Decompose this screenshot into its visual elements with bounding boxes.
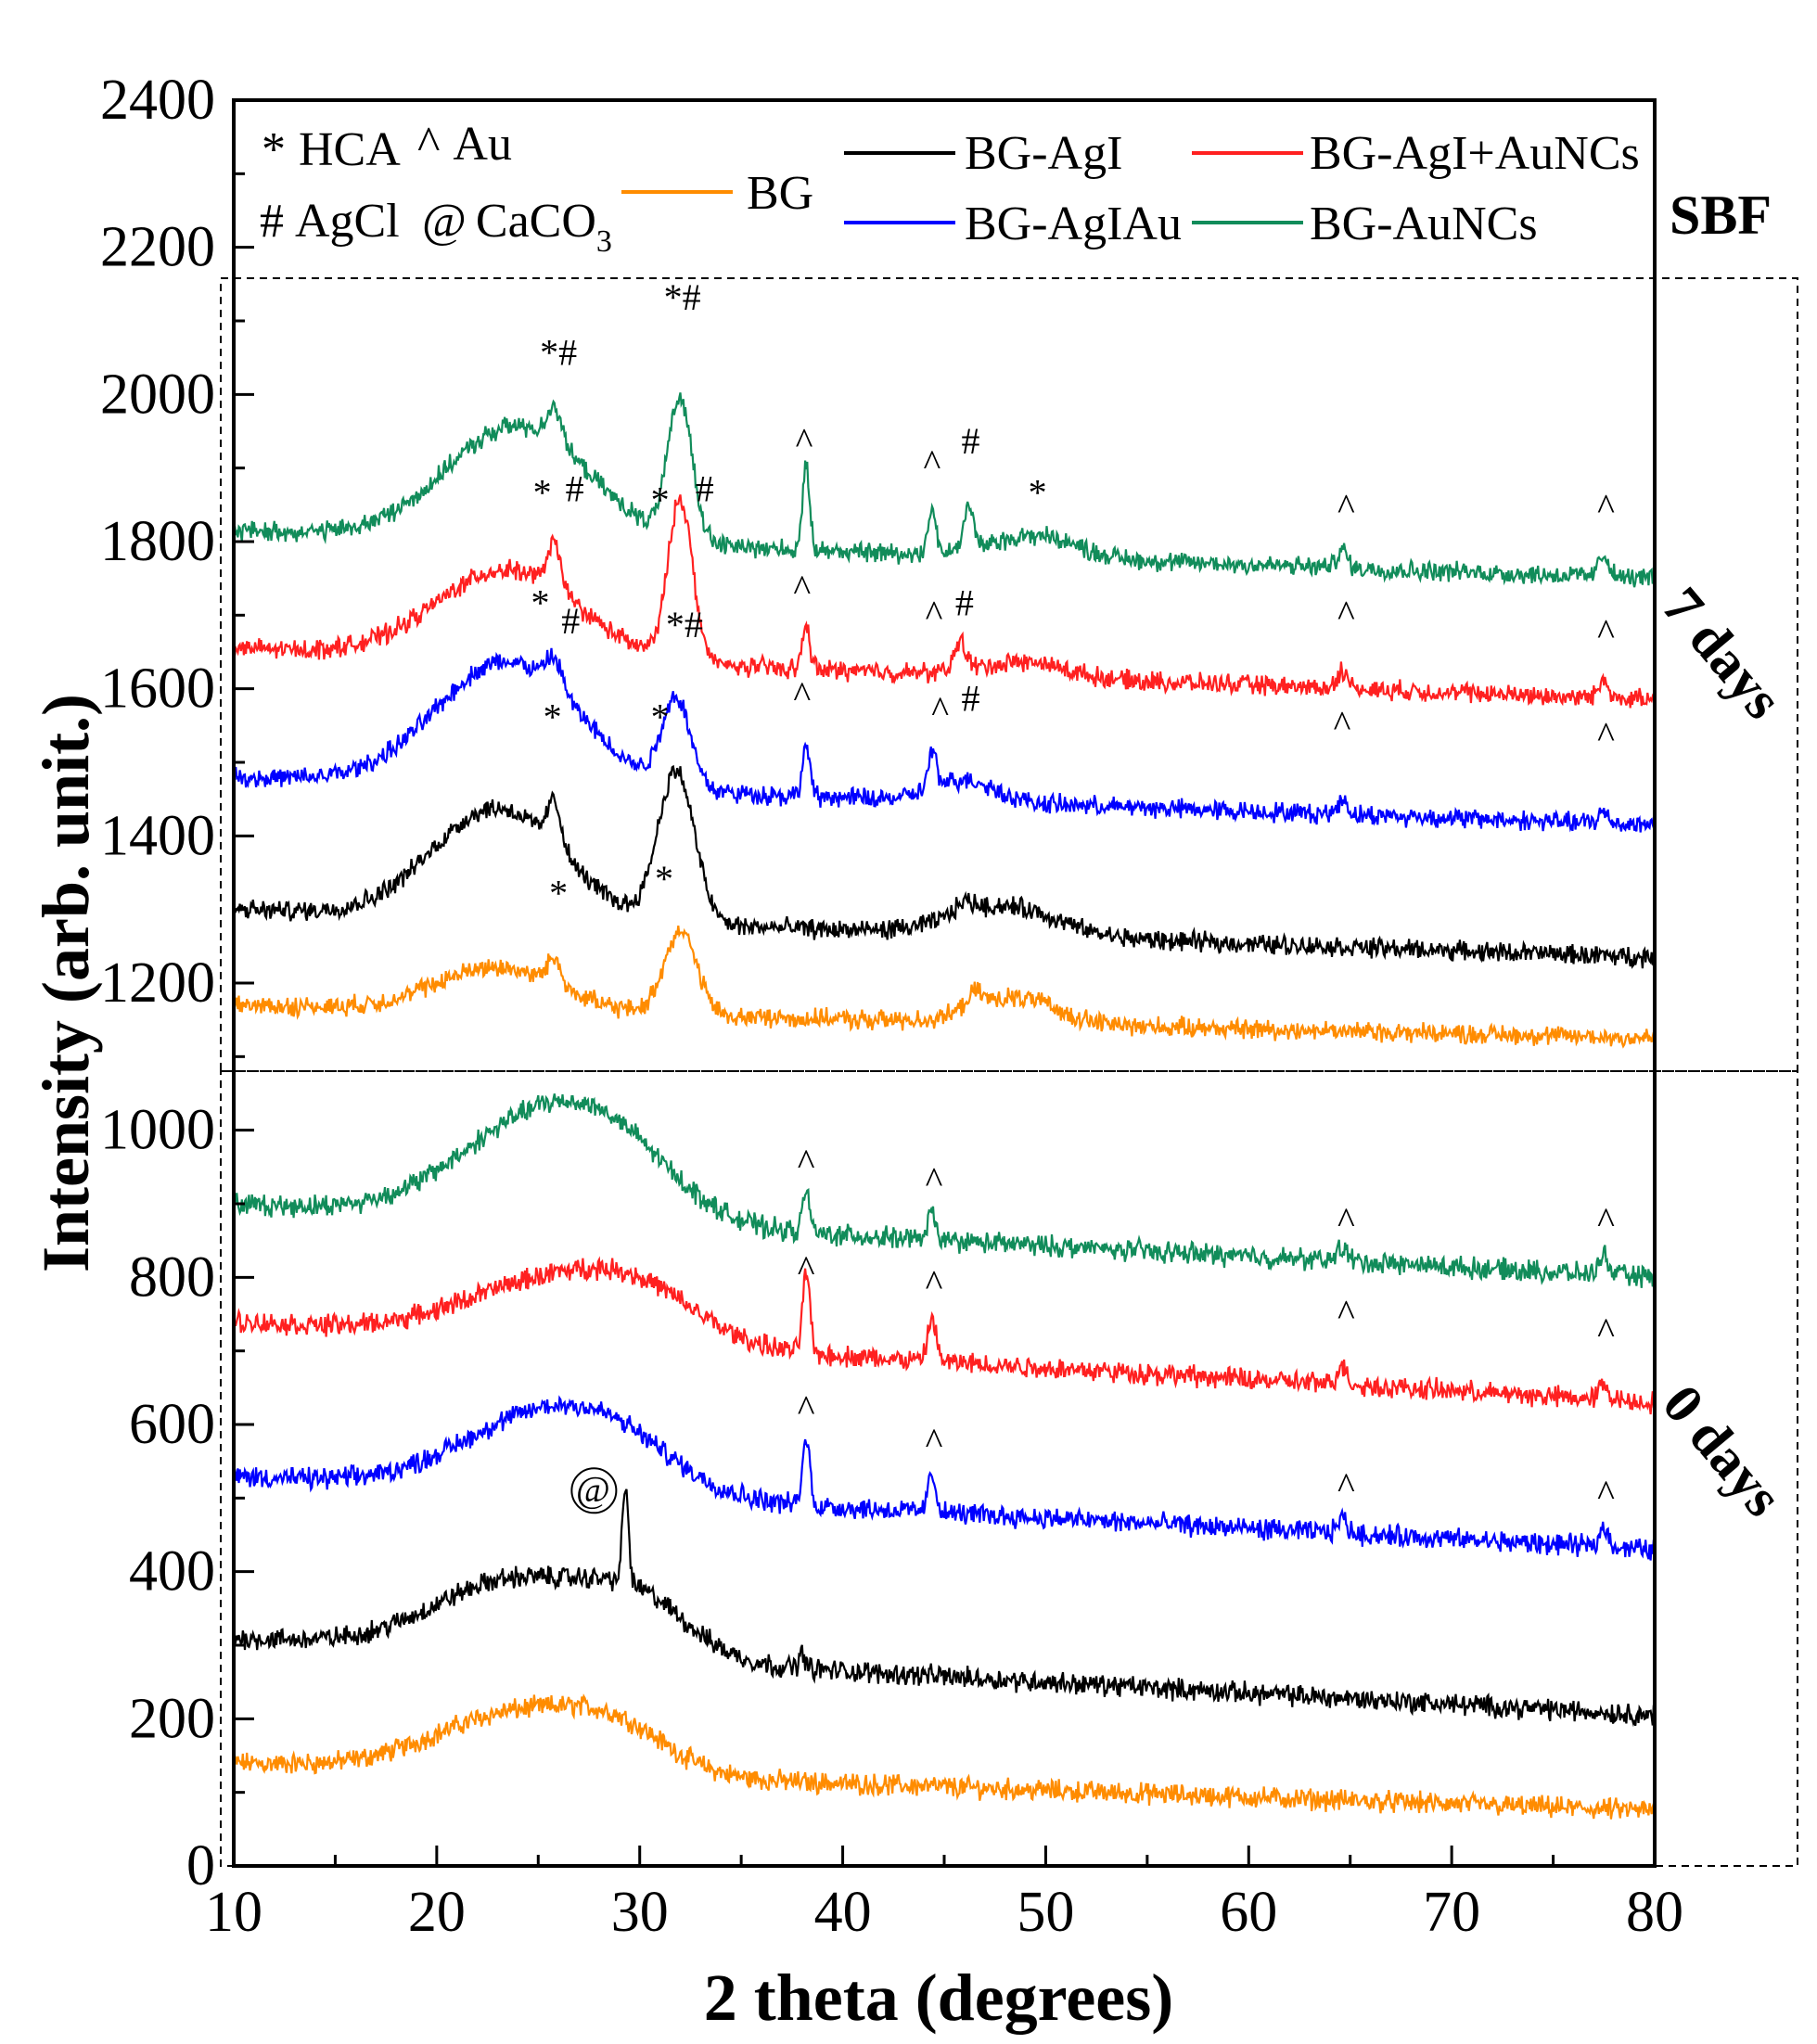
legend-label-bg-agi-auncs: BG-AgI+AuNCs	[1310, 127, 1640, 180]
peak-marker-23: ^	[1334, 703, 1351, 745]
peak-marker-38: ^	[926, 1421, 943, 1463]
peak-marker-36: ^	[1597, 1310, 1615, 1352]
plot-frame	[232, 98, 1657, 1868]
y-tick-label-600: 600	[129, 1393, 215, 1456]
y-tick-label-1000: 1000	[100, 1099, 215, 1162]
peak-marker-14: #	[955, 581, 974, 623]
peak-marker-7: ^	[1597, 486, 1615, 528]
peak-marker-26: *	[651, 696, 670, 737]
x-tick-label-50: 50	[1017, 1881, 1074, 1944]
peak-marker-15: ^	[1337, 593, 1355, 634]
peak-marker-22: #	[961, 677, 979, 719]
series-line-bg-auncs-7-days	[232, 392, 1657, 588]
series-line-bg-auncs-0-days	[232, 1093, 1656, 1288]
peak-marker-2: ^	[796, 420, 813, 462]
legend-key-hca: * HCA	[262, 123, 401, 176]
y-tick-label-2400: 2400	[100, 69, 215, 132]
legend-key-agcl: # AgCl	[260, 195, 400, 248]
y-tick-label-400: 400	[129, 1540, 215, 1603]
peak-marker-12: ^	[793, 567, 811, 608]
peak-marker-17: *	[531, 581, 549, 623]
legend-key-caco3: @ CaCO3	[422, 195, 612, 259]
group-label-0-days: 0 days	[1651, 1373, 1795, 1527]
y-tick-label-1400: 1400	[100, 804, 215, 867]
y-tick-label-1600: 1600	[100, 658, 215, 721]
peak-marker-9: #	[566, 467, 584, 509]
peak-marker-31: ^	[1337, 1200, 1355, 1242]
peak-marker-0: *#	[540, 332, 577, 374]
frame-layer	[220, 98, 1798, 1868]
peak-marker-13: ^	[926, 593, 943, 634]
peak-markers: *#*#^^#* ^ ^* # * #^^ # ^ ^* # *#^ ^ #^ ^* ** *^ ^^ ^^ ^^ ^…	[531, 276, 1615, 1514]
series-line-bg-agi-auncs-0-days	[232, 1256, 1657, 1415]
peak-marker-37: ^	[798, 1387, 815, 1429]
y-tick-label-0: 0	[186, 1834, 215, 1897]
peak-marker-35: ^	[1337, 1292, 1355, 1334]
y-tick-label-1800: 1800	[100, 510, 215, 573]
peak-marker-39: ^	[1337, 1464, 1355, 1506]
peak-marker-33: ^	[798, 1247, 815, 1289]
corner-label-sbf: SBF	[1670, 185, 1772, 246]
y-tick-label-2200: 2200	[100, 216, 215, 279]
y-axis-title: Intensity (arb. unit.)	[29, 694, 103, 1272]
y-tick-label-2000: 2000	[100, 363, 215, 426]
legend-label-bg-agiau: BG-AgIAu	[965, 198, 1182, 250]
y-tick-label-800: 800	[129, 1246, 215, 1309]
peak-marker-16: ^	[1597, 611, 1615, 653]
x-tick-label-80: 80	[1626, 1881, 1683, 1944]
series-layer	[232, 392, 1657, 1820]
peak-marker-40: ^	[1597, 1472, 1615, 1514]
caco3-marker-circle	[570, 1467, 618, 1514]
x-tick-label-20: 20	[408, 1881, 466, 1944]
peak-marker-18: #	[561, 600, 580, 642]
peak-marker-29: ^	[798, 1141, 815, 1182]
legend-key-au: ^ Au	[417, 118, 512, 171]
legend: * HCA ^ Au # AgCl @ CaCO3 BG BG-AgI BG-AgIAu…	[260, 118, 1640, 259]
peak-marker-30: ^	[926, 1159, 943, 1201]
ticks-layer: 10 20 30 40 50 60 70 80020040060080010001200140…	[100, 69, 1683, 1944]
series-line-bg-0-days	[232, 1693, 1657, 1820]
series-line-bg-agi-auncs-7-days	[232, 494, 1657, 709]
peak-marker-24: ^	[1597, 714, 1615, 756]
legend-label-bg-auncs: BG-AuNCs	[1310, 198, 1538, 250]
y-tick-label-200: 200	[129, 1687, 215, 1750]
x-tick-label-70: 70	[1423, 1881, 1480, 1944]
peak-marker-19: *#	[666, 604, 703, 645]
peak-marker-28: *	[655, 858, 673, 900]
peak-marker-8: *	[533, 471, 552, 513]
peak-marker-32: ^	[1597, 1200, 1615, 1242]
peak-marker-1: *#	[664, 276, 701, 318]
y-tick-label-1200: 1200	[100, 952, 215, 1015]
zero-days-region-box	[220, 1070, 1798, 1867]
x-tick-label-10: 10	[205, 1881, 262, 1944]
peak-marker-4: #	[961, 420, 979, 462]
peak-marker-21: ^	[931, 688, 949, 730]
x-axis-title: 2 theta (degrees)	[704, 1961, 1174, 2035]
peak-marker-20: ^	[793, 674, 811, 716]
series-line-bg-7-days	[232, 925, 1657, 1049]
x-tick-label-40: 40	[814, 1881, 872, 1944]
peak-marker-25: *	[544, 696, 562, 737]
series-line-bg-agiau-7-days	[232, 647, 1656, 833]
legend-label-bg-agi: BG-AgI	[965, 127, 1122, 180]
peak-marker-10: *	[651, 479, 670, 520]
peak-marker-3: ^	[923, 442, 940, 484]
series-line-bg-agi-7-days	[232, 764, 1656, 969]
peak-marker-5: *	[1029, 471, 1047, 513]
series-line-bg-agi-0-days	[232, 1488, 1657, 1728]
legend-label-bg: BG	[747, 167, 813, 220]
x-tick-label-60: 60	[1220, 1881, 1277, 1944]
peak-marker-6: ^	[1337, 486, 1355, 528]
series-line-bg-agiau-0-days	[232, 1395, 1657, 1561]
peak-marker-27: *	[549, 873, 568, 914]
group-label-7-days: 7 days	[1651, 576, 1795, 730]
x-tick-label-30: 30	[611, 1881, 669, 1944]
peak-marker-34: ^	[926, 1262, 943, 1304]
peak-marker-11: #	[696, 467, 714, 509]
seven-days-region-box	[220, 277, 1798, 1072]
peak-marker-41: @	[576, 1468, 610, 1510]
